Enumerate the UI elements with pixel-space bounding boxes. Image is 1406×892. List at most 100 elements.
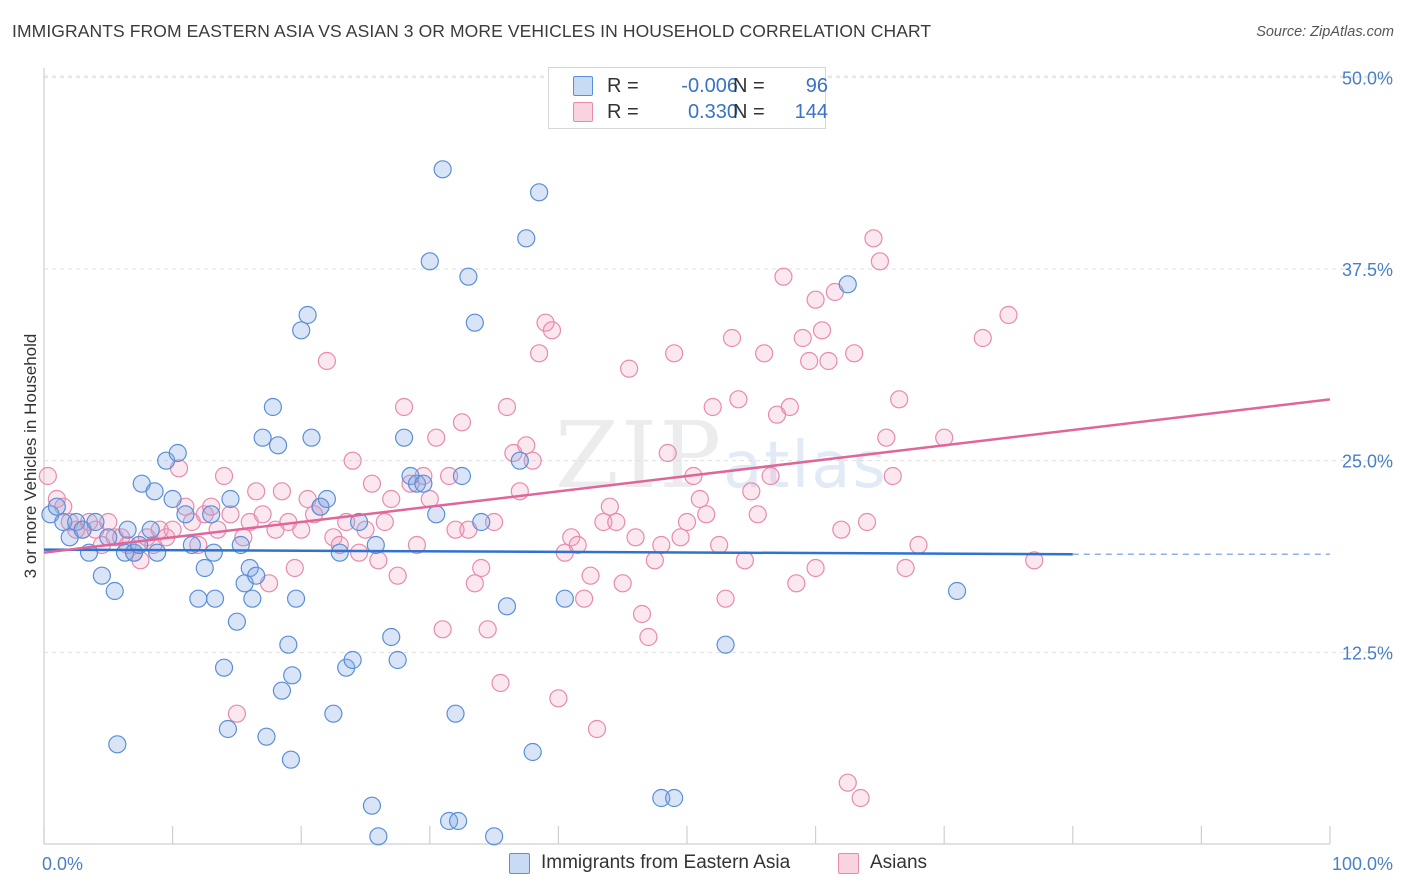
point-asians — [697, 505, 716, 524]
point-asians — [890, 390, 909, 409]
point-immigrants-eastern-asia — [205, 589, 225, 608]
point-asians — [703, 397, 722, 417]
point-immigrants-eastern-asia — [263, 397, 283, 417]
point-asians — [214, 466, 234, 486]
series-immigrants-eastern-asia — [41, 160, 967, 846]
point-asians — [677, 512, 697, 532]
point-asians — [793, 328, 812, 348]
point-asians — [665, 344, 684, 363]
point-asians — [645, 551, 664, 570]
point-immigrants-eastern-asia — [141, 520, 160, 539]
point-immigrants-eastern-asia — [652, 788, 671, 808]
point-asians — [658, 443, 677, 463]
point-immigrants-eastern-asia — [369, 827, 388, 846]
point-asians — [388, 566, 407, 585]
point-asians — [568, 535, 587, 555]
series-legend: Immigrants from Eastern Asia Asians — [0, 852, 1406, 878]
point-immigrants-eastern-asia — [330, 543, 349, 562]
point-asians — [491, 673, 510, 693]
point-immigrants-eastern-asia — [214, 658, 234, 677]
point-immigrants-eastern-asia — [47, 497, 66, 516]
point-asians — [99, 512, 118, 532]
watermark-zip: ZIP — [555, 402, 724, 509]
point-asians — [227, 704, 246, 723]
point-immigrants-eastern-asia — [530, 183, 549, 202]
y-tick-label: 12.5% — [1342, 643, 1393, 663]
point-asians — [999, 305, 1018, 325]
watermark: ZIPatlas — [555, 402, 888, 509]
x-ticks — [43, 826, 1331, 844]
point-immigrants-eastern-asia — [838, 275, 857, 294]
point-asians — [427, 428, 446, 447]
point-asians — [221, 505, 240, 524]
point-immigrants-eastern-asia — [253, 428, 272, 447]
point-asians — [497, 397, 517, 417]
series-legend-label-blue: Immigrants from Eastern Asia — [541, 852, 791, 873]
point-immigrants-eastern-asia — [247, 566, 266, 585]
point-asians — [253, 505, 272, 524]
point-asians — [800, 351, 819, 371]
point-asians — [896, 558, 915, 578]
point-immigrants-eastern-asia — [485, 827, 504, 846]
point-immigrants-eastern-asia — [268, 436, 288, 455]
point-asians — [285, 558, 304, 578]
point-immigrants-eastern-asia — [218, 719, 237, 739]
series-legend-label-pink: Asians — [870, 852, 928, 873]
point-immigrants-eastern-asia — [118, 520, 137, 539]
point-asians — [369, 551, 388, 570]
point-immigrants-eastern-asia — [665, 788, 684, 808]
legend-swatch-pink — [573, 102, 593, 122]
point-asians — [542, 321, 562, 340]
point-asians — [787, 574, 806, 593]
point-asians — [806, 558, 825, 578]
point-asians — [247, 482, 266, 501]
trend-lines — [43, 398, 1331, 556]
point-immigrants-eastern-asia — [257, 727, 276, 746]
point-asians — [845, 344, 864, 363]
legend-swatch-blue — [573, 76, 593, 96]
y-tick-labels: 12.5% 25.0% 37.5% 50.0% — [1342, 68, 1393, 663]
point-immigrants-eastern-asia — [716, 635, 735, 654]
point-immigrants-eastern-asia — [221, 489, 240, 509]
legend-n-value-blue: 96 — [805, 75, 828, 97]
point-asians — [530, 344, 549, 363]
point-asians — [382, 489, 401, 509]
point-immigrants-eastern-asia — [195, 558, 214, 578]
y-tick-label: 50.0% — [1342, 68, 1393, 88]
point-immigrants-eastern-asia — [465, 313, 484, 332]
legend-n-label: N = — [733, 75, 765, 97]
point-asians — [870, 252, 890, 271]
point-asians — [452, 413, 472, 432]
point-asians — [812, 321, 832, 340]
point-asians — [446, 520, 465, 539]
point-immigrants-eastern-asia — [452, 466, 472, 486]
point-asians — [594, 512, 613, 532]
point-asians — [202, 497, 221, 516]
point-immigrants-eastern-asia — [382, 627, 401, 647]
point-immigrants-eastern-asia — [343, 650, 362, 670]
y-axis-title: 3 or more Vehicles in Household — [21, 334, 40, 579]
point-asians — [735, 551, 754, 570]
point-immigrants-eastern-asia — [407, 474, 427, 493]
point-immigrants-eastern-asia — [433, 160, 452, 179]
legend-r-label: R = — [607, 101, 639, 123]
series-asians — [38, 229, 1044, 808]
trend-line-pink — [43, 398, 1331, 554]
point-immigrants-eastern-asia — [145, 482, 164, 501]
legend-n-value-pink: 144 — [794, 101, 828, 123]
point-immigrants-eastern-asia — [279, 635, 298, 654]
watermark-atlas: atlas — [723, 429, 888, 503]
point-immigrants-eastern-asia — [204, 543, 223, 562]
point-immigrants-eastern-asia — [388, 650, 407, 670]
point-asians — [433, 620, 452, 639]
point-asians — [748, 505, 767, 524]
point-immigrants-eastern-asia — [523, 742, 542, 762]
point-immigrants-eastern-asia — [517, 229, 536, 248]
point-immigrants-eastern-asia — [176, 505, 195, 524]
point-asians — [317, 351, 337, 371]
point-asians — [851, 788, 870, 808]
point-immigrants-eastern-asia — [414, 474, 433, 493]
point-immigrants-eastern-asia — [272, 681, 292, 700]
point-asians — [819, 351, 838, 371]
point-immigrants-eastern-asia — [555, 589, 574, 608]
